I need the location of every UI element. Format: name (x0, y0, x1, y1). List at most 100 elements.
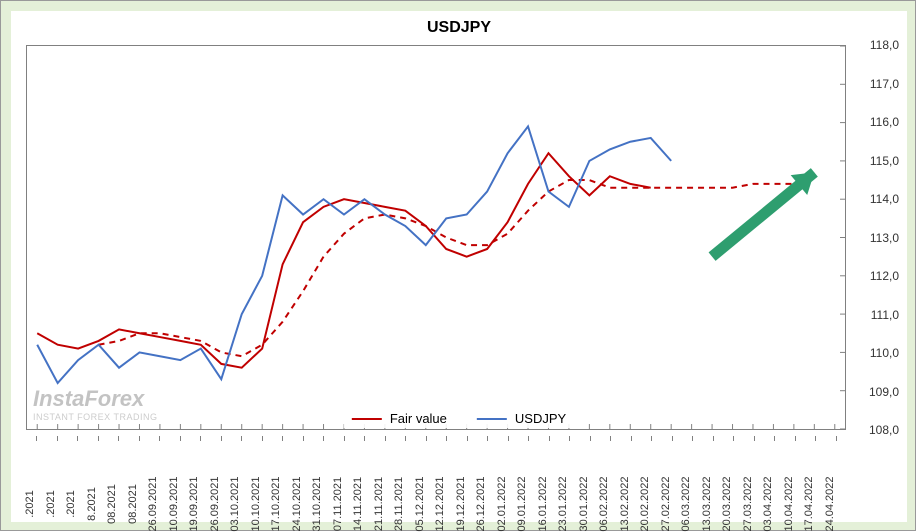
y-tick-label: 116,0 (870, 115, 899, 129)
legend-item: USDJPY (477, 411, 566, 426)
watermark-sub: INSTANT FOREX TRADING (33, 412, 158, 422)
x-tick-mark (631, 436, 632, 441)
x-tick-label: 14.11.2021 (352, 477, 364, 531)
x-tick-mark (487, 436, 488, 441)
x-tick-label: .2021 (65, 490, 77, 518)
x-tick-mark (200, 436, 201, 441)
x-tick-label: 06.03.2022 (680, 476, 692, 531)
y-tick-label: 117,0 (870, 77, 899, 91)
x-tick-label: 19.09.2021 (188, 476, 200, 531)
x-tick-label: 06.02.2022 (598, 476, 610, 531)
x-tick-mark (754, 436, 755, 441)
x-tick-label: 19.12.2021 (455, 476, 467, 531)
x-tick-mark (651, 436, 652, 441)
x-tick-label: 27.03.2022 (742, 476, 754, 531)
x-tick-label: 10.09.2021 (168, 476, 180, 531)
x-tick-label: 26.09.2021 (209, 476, 221, 531)
x-tick-mark (508, 436, 509, 441)
x-tick-label: 03.04.2022 (762, 476, 774, 531)
x-tick-label: 08.2021 (106, 484, 118, 524)
legend-label: USDJPY (515, 411, 566, 426)
y-tick-label: 111,0 (871, 308, 899, 322)
x-tick-mark (795, 436, 796, 441)
x-tick-label: 17.04.2022 (803, 476, 815, 531)
x-tick-mark (139, 436, 140, 441)
x-tick-label: 10.10.2021 (250, 476, 262, 531)
x-tick-label: 10.04.2022 (783, 476, 795, 531)
x-tick-mark (118, 436, 119, 441)
x-tick-mark (692, 436, 693, 441)
x-tick-mark (180, 436, 181, 441)
y-tick-label: 114,0 (870, 192, 899, 206)
y-tick-label: 109,0 (869, 385, 899, 399)
x-tick-mark (262, 436, 263, 441)
chart-outer-frame: USDJPY 108,0 109,0 110,0 111,0 112,0 113,0 114… (0, 0, 916, 531)
x-tick-mark (364, 436, 365, 441)
x-tick-label: 05.12.2021 (414, 476, 426, 531)
x-tick-mark (344, 436, 345, 441)
x-tick-mark (446, 436, 447, 441)
y-tick-label: 110,0 (870, 346, 899, 360)
y-tick-label: 115,0 (870, 154, 899, 168)
x-tick-mark (36, 436, 37, 441)
watermark: InstaForex INSTANT FOREX TRADING (33, 386, 158, 422)
x-tick-label: 07.11.2021 (332, 477, 344, 531)
legend: Fair value USDJPY (344, 409, 574, 428)
y-tick-label: 118,0 (870, 38, 899, 52)
x-tick-label: 26.09.2021 (147, 476, 159, 531)
legend-label: Fair value (390, 411, 447, 426)
x-tick-label: 28.11.2021 (393, 477, 405, 531)
x-tick-mark (836, 436, 837, 441)
x-axis: .2021.2021.20218.202108.202108.202126.09… (26, 436, 846, 514)
y-tick-label: 113,0 (870, 231, 899, 245)
x-tick-label: 23.01.2022 (557, 476, 569, 531)
chart-line (99, 180, 794, 356)
chart-container: USDJPY 108,0 109,0 110,0 111,0 112,0 113,0 114… (11, 11, 907, 522)
x-tick-label: 26.12.2021 (475, 476, 487, 531)
y-tick-label: 108,0 (869, 423, 899, 437)
x-tick-label: .2021 (45, 490, 57, 518)
legend-line-swatch (352, 418, 382, 420)
y-tick-label: 112,0 (870, 269, 899, 283)
x-tick-label: 16.01.2022 (537, 476, 549, 531)
x-tick-label: 8.2021 (86, 487, 98, 521)
legend-line-swatch (477, 418, 507, 420)
chart-line (37, 126, 671, 383)
x-tick-label: 21.11.2021 (373, 477, 385, 531)
x-tick-mark (590, 436, 591, 441)
x-tick-mark (549, 436, 550, 441)
chart-title: USDJPY (11, 11, 907, 41)
x-tick-mark (467, 436, 468, 441)
plot-area (26, 45, 846, 430)
x-tick-mark (405, 436, 406, 441)
x-tick-label: 02.01.2022 (496, 476, 508, 531)
x-tick-mark (323, 436, 324, 441)
x-tick-mark (57, 436, 58, 441)
x-tick-label: 17.10.2021 (270, 476, 282, 531)
x-tick-mark (774, 436, 775, 441)
x-tick-mark (77, 436, 78, 441)
x-tick-mark (221, 436, 222, 441)
x-tick-mark (815, 436, 816, 441)
x-tick-mark (569, 436, 570, 441)
y-axis: 108,0109,0110,0111,0112,0113,0114,0115,0… (851, 45, 899, 430)
x-tick-mark (159, 436, 160, 441)
x-tick-label: 13.03.2022 (701, 476, 713, 531)
x-tick-mark (385, 436, 386, 441)
chart-svg (27, 46, 845, 429)
x-tick-mark (733, 436, 734, 441)
x-tick-mark (528, 436, 529, 441)
x-tick-mark (610, 436, 611, 441)
x-tick-label: 31.10.2021 (311, 476, 323, 531)
x-tick-label: 12.12.2021 (434, 476, 446, 531)
x-tick-mark (98, 436, 99, 441)
x-tick-mark (282, 436, 283, 441)
x-tick-mark (672, 436, 673, 441)
x-tick-mark (241, 436, 242, 441)
x-tick-label: 24.04.2022 (824, 476, 836, 531)
x-tick-label: 30.01.2022 (578, 476, 590, 531)
x-tick-label: 20.03.2022 (721, 476, 733, 531)
x-tick-label: 13.02.2022 (619, 476, 631, 531)
x-tick-label: 24.10.2021 (291, 476, 303, 531)
x-tick-label: 03.10.2021 (229, 476, 241, 531)
